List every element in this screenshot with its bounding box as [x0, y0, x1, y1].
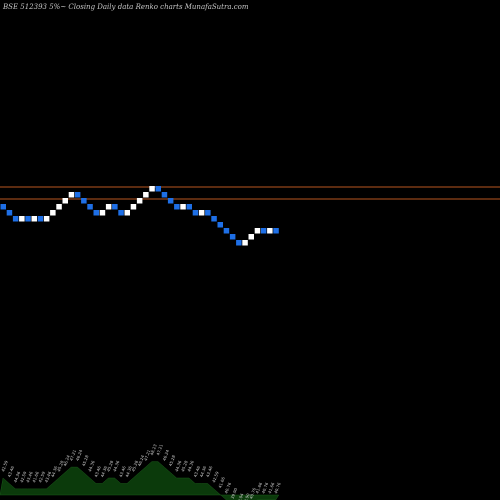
renko-brick: [211, 216, 217, 222]
renko-brick: [260, 228, 267, 234]
volume-label: 41.66: [217, 476, 226, 489]
renko-brick: [12, 216, 19, 222]
volume-label: 44.36: [174, 459, 183, 472]
volume-label: 44.36: [186, 459, 195, 472]
volume-label: 43.46: [25, 470, 34, 483]
renko-brick: [149, 186, 155, 192]
volume-label: 40.76: [248, 487, 257, 500]
renko-brick: [254, 228, 261, 234]
volume-label: 42.59: [211, 470, 220, 483]
volume-label: 44.36: [112, 459, 121, 472]
renko-brick: [229, 234, 236, 240]
volume-label: 45.28: [106, 459, 115, 472]
renko-brick: [68, 192, 75, 198]
renko-brick: [31, 216, 37, 222]
volume-label: 43.46: [205, 465, 214, 478]
renko-brick: [87, 204, 93, 210]
renko-brick: [25, 216, 31, 222]
renko-brick: [205, 210, 211, 216]
volume-label: 44.36: [199, 465, 208, 478]
renko-brick: [37, 216, 44, 222]
renko-brick: [242, 240, 248, 246]
renko-brick: [248, 234, 254, 240]
renko-brick: [143, 192, 149, 198]
volume-label: 43.46: [192, 465, 201, 478]
volume-label: 45.28: [56, 459, 65, 472]
volume-label: 45.28: [180, 459, 189, 472]
volume-label: 44.36: [50, 465, 59, 478]
renko-brick: [81, 198, 87, 204]
volume-label: 41.66: [254, 481, 263, 494]
renko-brick: [174, 204, 180, 210]
renko-brick: [99, 210, 106, 216]
renko-brick: [223, 228, 230, 234]
renko-brick: [186, 204, 192, 210]
volume-label: 46.24: [75, 449, 84, 462]
renko-brick: [62, 198, 68, 204]
renko-brick: [124, 210, 130, 216]
volume-label: 47.21: [155, 443, 164, 456]
volume-label: 42.59: [19, 470, 28, 483]
volume-label: 40.76: [261, 481, 270, 494]
renko-brick: [93, 210, 99, 216]
volume-label: 39.90: [230, 487, 239, 500]
volume-label: 39.90: [242, 492, 251, 500]
volume-label: 40.76: [223, 481, 232, 494]
volume-label: 45.28: [81, 454, 90, 467]
volume-label: 45.28: [168, 454, 177, 467]
volume-label: 47.21: [68, 449, 77, 462]
renko-brick: [56, 204, 62, 210]
volume-label: 41.66: [267, 481, 276, 494]
renko-brick: [161, 192, 168, 198]
renko-brick: [112, 204, 118, 210]
renko-brick: [130, 204, 137, 210]
renko-brick: [273, 228, 279, 234]
renko-brick: [43, 216, 50, 222]
volume-area: [0, 461, 280, 500]
renko-brick: [136, 198, 143, 204]
volume-label: 39.04: [236, 492, 245, 500]
volume-label: 41.66: [31, 470, 40, 483]
renko-brick: [192, 210, 199, 216]
renko-brick: [217, 222, 223, 228]
volume-label: 46.24: [161, 449, 170, 462]
volume-label: 43.46: [93, 465, 102, 478]
chart-title: BSE 512393 5%~ Closing Daily data Renko …: [3, 3, 249, 11]
volume-label: 43.46: [118, 465, 127, 478]
renko-brick: [236, 240, 242, 246]
renko-brick: [50, 210, 56, 216]
renko-brick: [167, 198, 174, 204]
volume-label: 48.23: [149, 443, 158, 456]
volume-label: 44.36: [99, 465, 108, 478]
volume-label: 44.36: [124, 465, 133, 478]
renko-brick: [19, 216, 25, 222]
volume-label: 40.76: [273, 481, 282, 494]
renko-brick: [267, 228, 273, 234]
renko-brick: [118, 210, 124, 216]
volume-label: 45.28: [130, 459, 139, 472]
renko-brick: [198, 210, 205, 216]
renko-brick: [155, 186, 161, 192]
volume-label: 44.36: [13, 470, 22, 483]
volume-label: 43.46: [44, 470, 53, 483]
volume-label: 47.21: [143, 449, 152, 462]
renko-brick: [105, 204, 112, 210]
volume-label: 43.46: [6, 465, 15, 478]
volume-label: 44.36: [87, 459, 96, 472]
volume-label: 46.24: [62, 454, 71, 467]
renko-brick: [6, 210, 13, 216]
renko-brick: [0, 204, 6, 210]
volume-label: 42.59: [37, 470, 46, 483]
renko-brick: [180, 204, 186, 210]
volume-label: 46.24: [137, 454, 146, 467]
renko-brick: [74, 192, 81, 198]
volume-label: 42.59: [0, 459, 9, 472]
